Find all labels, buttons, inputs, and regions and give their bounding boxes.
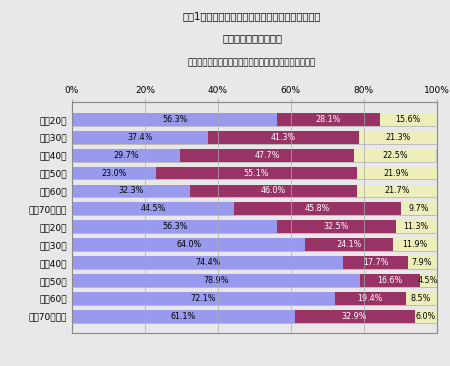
Bar xyxy=(72,149,436,162)
Bar xyxy=(405,292,436,305)
Text: 64.0%: 64.0% xyxy=(176,240,201,249)
Text: 21.3%: 21.3% xyxy=(385,133,410,142)
Bar xyxy=(357,167,436,179)
Bar xyxy=(156,167,357,179)
Bar xyxy=(360,274,420,287)
Text: ・・・しかし３割前後: ・・・しかし３割前後 xyxy=(222,33,282,43)
Text: 22.5%: 22.5% xyxy=(382,151,408,160)
Text: 32.3%: 32.3% xyxy=(118,186,144,195)
Bar xyxy=(72,292,335,305)
Bar xyxy=(277,113,380,126)
Bar xyxy=(72,149,180,162)
Bar xyxy=(72,220,277,233)
Text: 56.3%: 56.3% xyxy=(162,115,187,124)
Bar xyxy=(72,184,436,197)
Bar xyxy=(72,131,436,144)
Text: 21.7%: 21.7% xyxy=(384,186,410,195)
Text: 47.7%: 47.7% xyxy=(254,151,280,160)
Text: 44.5%: 44.5% xyxy=(140,204,166,213)
Bar xyxy=(357,184,436,197)
Bar xyxy=(208,131,359,144)
Bar xyxy=(190,184,357,197)
Text: 37.4%: 37.4% xyxy=(127,133,153,142)
Text: 32.5%: 32.5% xyxy=(324,222,349,231)
Bar xyxy=(72,238,436,251)
Text: 32.9%: 32.9% xyxy=(342,311,367,321)
Text: 74.4%: 74.4% xyxy=(195,258,220,267)
Text: 7.9%: 7.9% xyxy=(412,258,432,267)
Bar xyxy=(72,167,436,179)
Bar xyxy=(72,256,343,269)
Text: 23.0%: 23.0% xyxy=(101,169,126,178)
Bar xyxy=(72,220,436,233)
Text: ＜あなたは家事をどれくらいしますか？（ごみ出し）＞: ＜あなたは家事をどれくらいしますか？（ごみ出し）＞ xyxy=(188,59,316,68)
Bar xyxy=(335,292,405,305)
Text: 21.9%: 21.9% xyxy=(384,169,410,178)
Bar xyxy=(72,184,190,197)
Bar xyxy=(72,274,436,287)
Bar xyxy=(401,202,436,215)
Text: 78.9%: 78.9% xyxy=(203,276,229,285)
Bar xyxy=(305,238,393,251)
Text: 19.4%: 19.4% xyxy=(357,294,383,303)
Bar xyxy=(72,113,436,126)
Bar xyxy=(72,167,156,179)
Text: 11.9%: 11.9% xyxy=(402,240,428,249)
Text: 11.3%: 11.3% xyxy=(404,222,429,231)
Bar xyxy=(420,274,436,287)
Text: 8.5%: 8.5% xyxy=(411,294,431,303)
Bar xyxy=(234,202,401,215)
Bar xyxy=(72,310,295,322)
Bar xyxy=(72,202,436,215)
Bar xyxy=(380,113,436,126)
Bar xyxy=(72,292,436,305)
Text: 29.7%: 29.7% xyxy=(113,151,139,160)
Text: 56.3%: 56.3% xyxy=(162,222,187,231)
Text: 28.1%: 28.1% xyxy=(316,115,341,124)
Text: 17.7%: 17.7% xyxy=(363,258,388,267)
Bar xyxy=(72,202,234,215)
Bar xyxy=(72,310,436,322)
Bar xyxy=(72,274,360,287)
Bar xyxy=(393,238,436,251)
Text: 72.1%: 72.1% xyxy=(191,294,216,303)
Bar xyxy=(359,131,436,144)
Bar xyxy=(408,256,436,269)
Bar xyxy=(72,131,208,144)
Bar xyxy=(295,310,414,322)
Text: 4.5%: 4.5% xyxy=(418,276,438,285)
Text: 【図1】夫の担当率が最も高い家事は「ごみ出し」: 【図1】夫の担当率が最も高い家事は「ごみ出し」 xyxy=(183,11,321,21)
Text: 24.1%: 24.1% xyxy=(337,240,362,249)
Text: 55.1%: 55.1% xyxy=(243,169,269,178)
Text: 61.1%: 61.1% xyxy=(171,311,196,321)
Text: 15.6%: 15.6% xyxy=(396,115,421,124)
Text: 6.0%: 6.0% xyxy=(415,311,436,321)
Text: 16.6%: 16.6% xyxy=(377,276,402,285)
Text: 9.7%: 9.7% xyxy=(409,204,429,213)
Bar xyxy=(72,113,277,126)
Bar xyxy=(180,149,354,162)
Text: 45.8%: 45.8% xyxy=(305,204,330,213)
Bar xyxy=(343,256,408,269)
Bar xyxy=(72,256,436,269)
Text: 41.3%: 41.3% xyxy=(271,133,296,142)
Bar xyxy=(72,238,305,251)
Bar xyxy=(354,149,436,162)
Bar xyxy=(396,220,437,233)
Text: 46.0%: 46.0% xyxy=(261,186,286,195)
Bar xyxy=(414,310,436,322)
Bar xyxy=(277,220,396,233)
